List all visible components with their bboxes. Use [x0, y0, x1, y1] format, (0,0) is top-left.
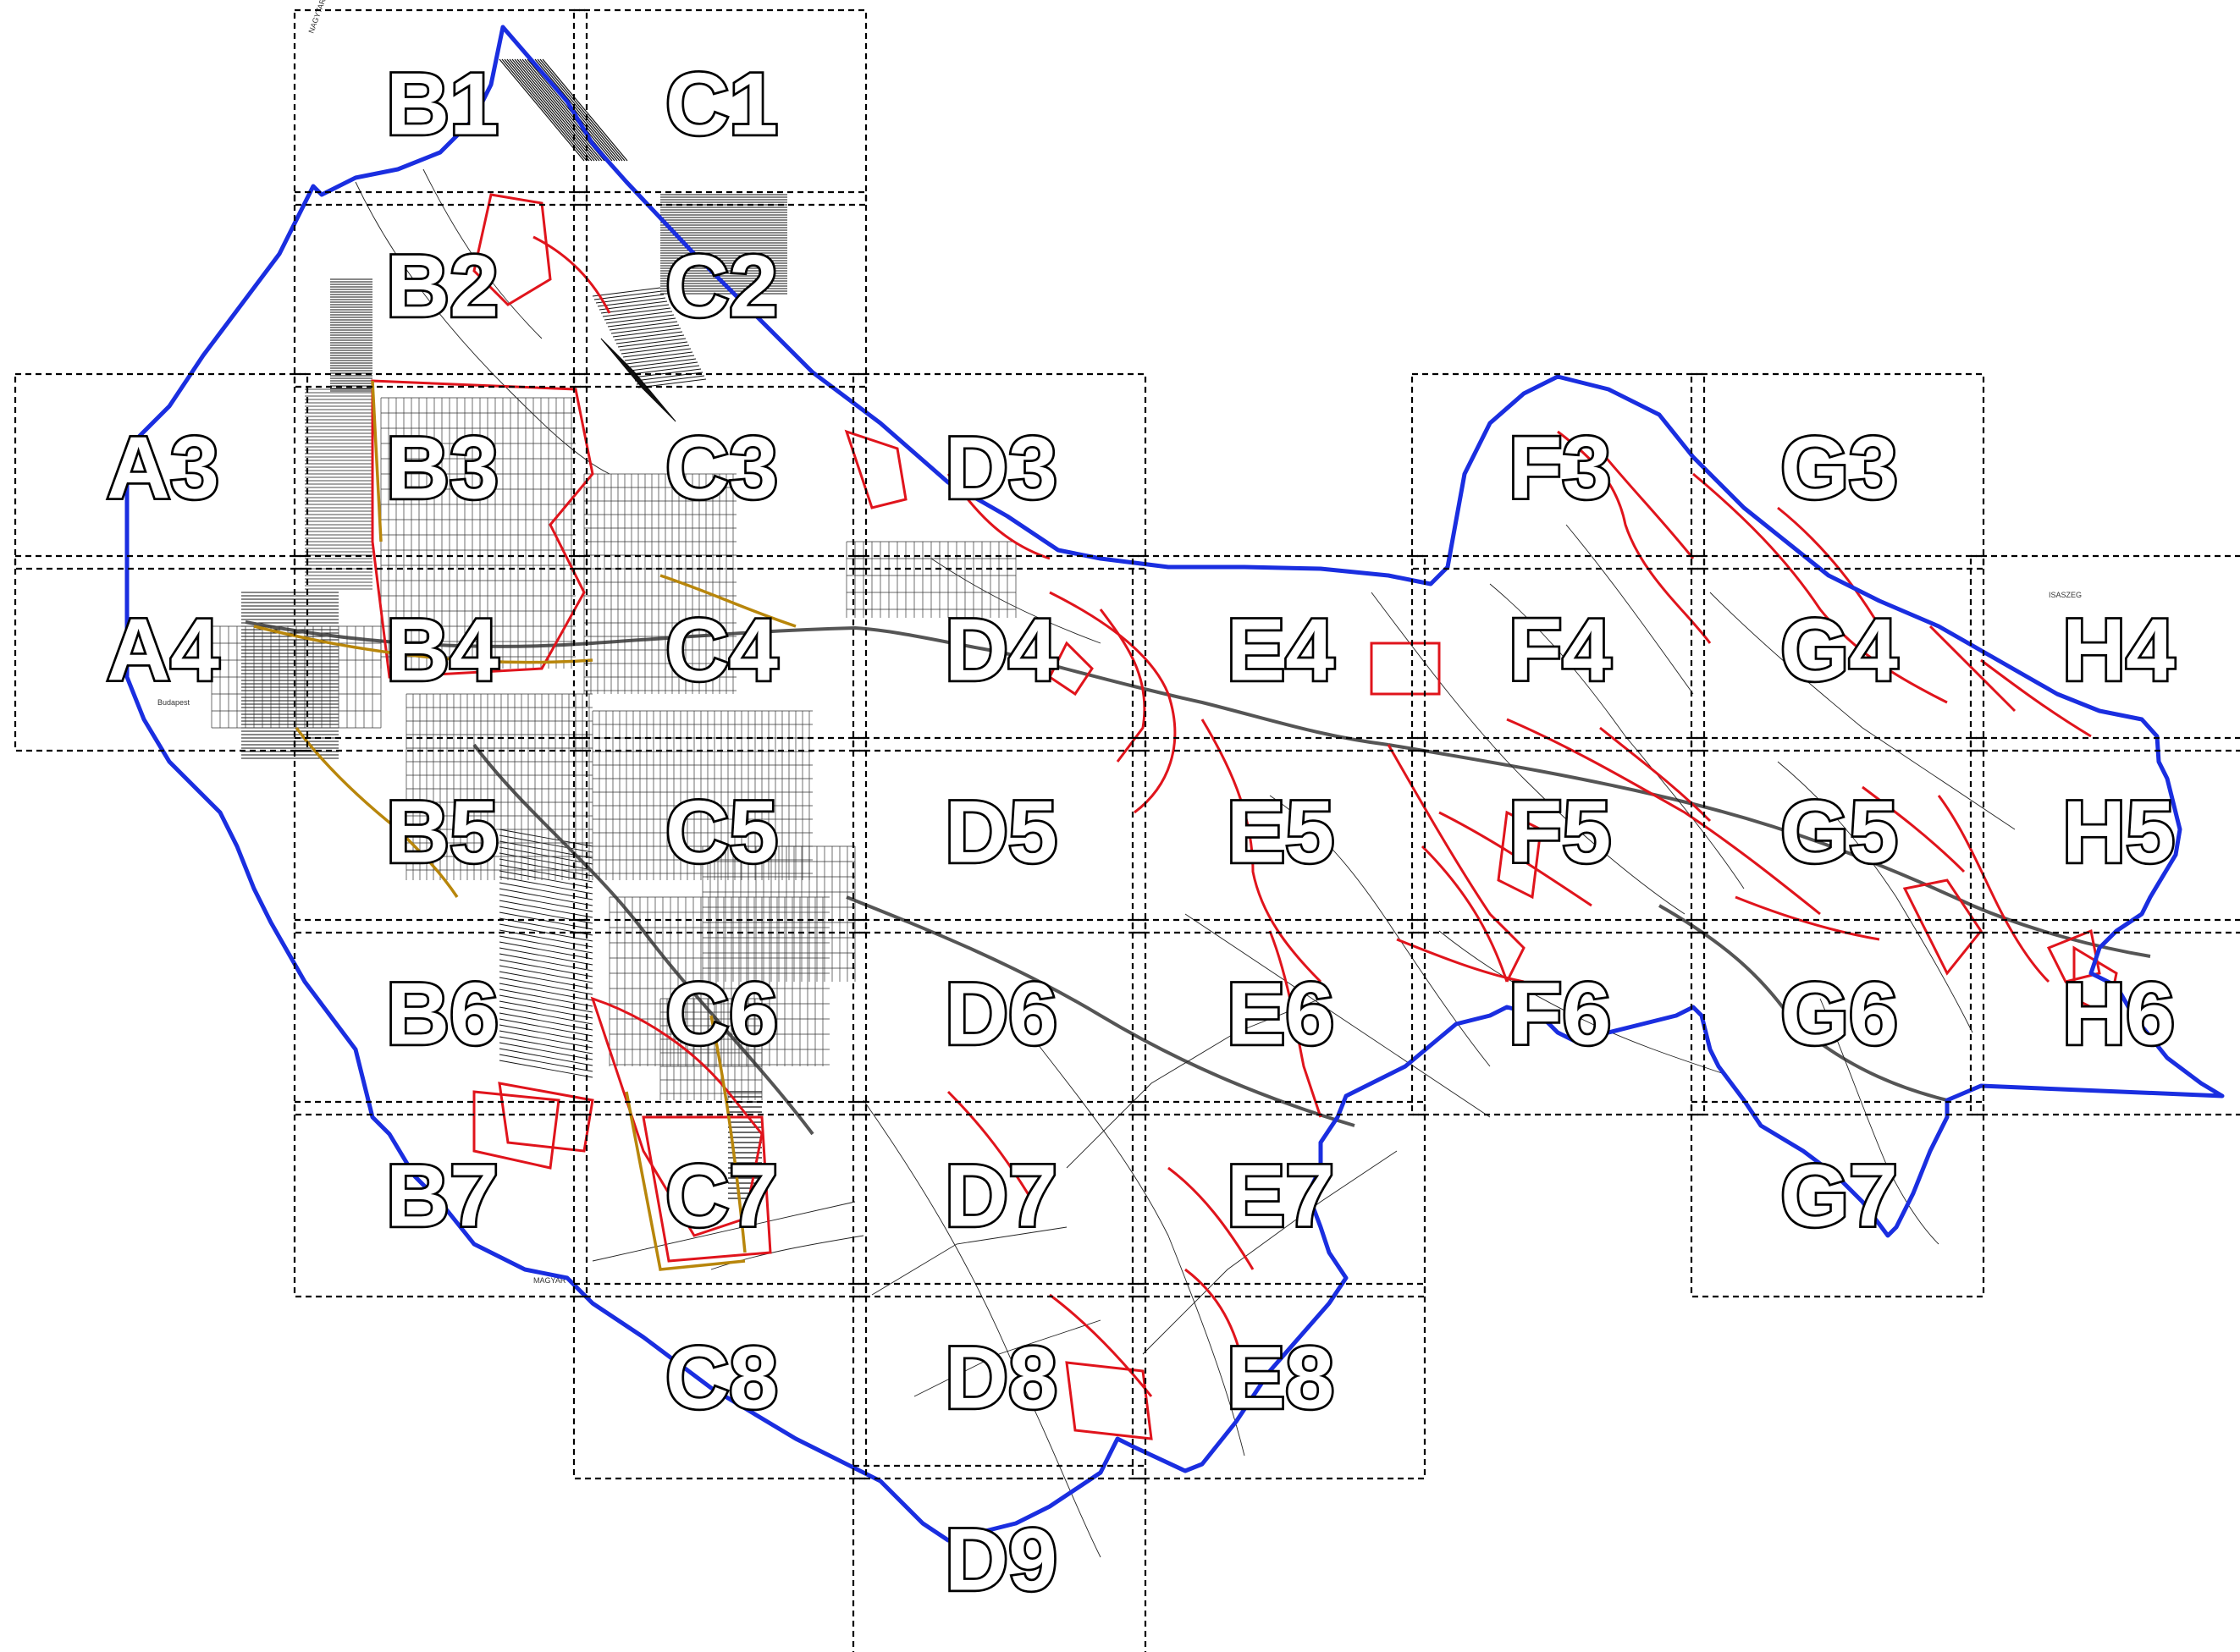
sheet-tile-h6[interactable]: [1969, 918, 2240, 1116]
sheet-label-c4: C4: [665, 601, 778, 699]
sheet-tile-b1[interactable]: [293, 8, 588, 206]
sheet-tile-b7[interactable]: [293, 1100, 588, 1298]
sheet-label-d4: D4: [945, 601, 1057, 699]
sheet-label-d8: D8: [945, 1329, 1057, 1427]
sheet-tile-g4[interactable]: [1690, 554, 1985, 752]
sheet-label-d3: D3: [945, 419, 1057, 517]
sheet-label-b2: B2: [386, 237, 499, 335]
sheet-label-g4: G4: [1780, 601, 1898, 699]
place-label-east: ISASZEG: [2049, 591, 2082, 599]
sheet-tile-e7[interactable]: [1131, 1100, 1426, 1298]
sheet-tile-d7[interactable]: [852, 1100, 1147, 1298]
sheet-tile-d3[interactable]: [852, 372, 1147, 570]
sheet-tile-c1[interactable]: [572, 8, 868, 206]
sheet-tile-c4[interactable]: [572, 554, 868, 752]
sheet-label-c2: C2: [665, 237, 778, 335]
sheet-label-h6: H6: [2062, 965, 2175, 1063]
urban-blocks: [211, 397, 1017, 1100]
sheet-tile-f6[interactable]: [1410, 918, 1706, 1116]
sheet-tile-d4[interactable]: [852, 554, 1147, 752]
cadastral-base: Budapest MAGYAR NAGYTARCSA ISASZEG: [157, 0, 2151, 1558]
sheet-label-f6: F6: [1509, 965, 1611, 1063]
sheet-tile-g5[interactable]: [1690, 736, 1985, 934]
sheet-label-d9: D9: [945, 1511, 1057, 1609]
sheet-tile-c7[interactable]: [572, 1100, 868, 1298]
sheet-label-b7: B7: [386, 1147, 499, 1245]
place-label-south: MAGYAR: [533, 1276, 566, 1285]
sheet-label-a4: A4: [107, 601, 219, 699]
sheet-label-c1: C1: [665, 55, 778, 153]
sheet-label-c8: C8: [665, 1329, 778, 1427]
sheet-tile-e6[interactable]: [1131, 918, 1426, 1116]
sheet-label-f4: F4: [1509, 601, 1612, 699]
municipal-boundary: [124, 25, 2225, 1543]
sheet-tile-c3[interactable]: [572, 372, 868, 570]
sheet-label-c5: C5: [665, 783, 778, 881]
sheet-tile-c2[interactable]: [572, 190, 868, 388]
sheet-label-g3: G3: [1780, 419, 1898, 517]
sheet-tile-b3[interactable]: [293, 372, 588, 570]
sheet-label-b5: B5: [386, 783, 499, 881]
sheet-label-e4: E4: [1227, 601, 1334, 699]
sheet-tile-a4[interactable]: [14, 554, 309, 752]
sheet-label-d5: D5: [945, 783, 1057, 881]
sheet-tile-b2[interactable]: [293, 190, 588, 388]
sheet-tile-b6[interactable]: [293, 918, 588, 1116]
sheet-tile-d9[interactable]: [852, 1464, 1147, 1652]
sheet-label-a3: A3: [107, 419, 219, 517]
sheet-tile-g3[interactable]: [1690, 372, 1985, 570]
sheet-tile-b4[interactable]: [293, 554, 588, 752]
sheet-label-b3: B3: [386, 419, 499, 517]
sheet-label-e7: E7: [1227, 1147, 1334, 1245]
sheet-tile-f4[interactable]: [1410, 554, 1706, 752]
sheet-tile-f5[interactable]: [1410, 736, 1706, 934]
sheet-label-c7: C7: [665, 1147, 778, 1245]
sheet-tile-c5[interactable]: [572, 736, 868, 934]
sheet-label-g6: G6: [1780, 965, 1898, 1063]
sheet-label-d7: D7: [945, 1147, 1057, 1245]
sheet-label-c6: C6: [665, 965, 778, 1063]
sheet-tile-e5[interactable]: [1131, 736, 1426, 934]
planning-zones: [253, 193, 2118, 1440]
sheet-tile-c8[interactable]: [572, 1282, 868, 1480]
sheet-label-d6: D6: [945, 965, 1057, 1063]
sheet-label-e6: E6: [1227, 965, 1334, 1063]
sheet-label-b6: B6: [386, 965, 499, 1063]
sheet-label-g5: G5: [1780, 783, 1898, 881]
sheet-label-g7: G7: [1780, 1147, 1898, 1245]
sheet-tile-g6[interactable]: [1690, 918, 1985, 1116]
sheet-tile-d6[interactable]: [852, 918, 1147, 1116]
sheet-label-c3: C3: [665, 419, 778, 517]
sheet-tile-e4[interactable]: [1131, 554, 1426, 752]
sheet-grid: [14, 8, 2240, 1652]
sheet-label-h4: H4: [2062, 601, 2175, 699]
sheet-tile-h4[interactable]: [1969, 554, 2240, 752]
sheet-labels: B1 C1 B2 C2 A3 B3 C3 D3 F3 G3 A4 B4 C4 D4 E4 F4 G4 H4 B5 C5…: [104, 53, 2177, 1612]
sheet-tile-h5[interactable]: [1969, 736, 2240, 934]
sheet-tile-e8[interactable]: [1131, 1282, 1426, 1480]
sheet-tile-g7[interactable]: [1690, 1100, 1985, 1298]
sheet-label-f5: F5: [1509, 783, 1611, 881]
sheet-label-h5: H5: [2062, 783, 2175, 881]
sheet-tile-d5[interactable]: [852, 736, 1147, 934]
sheet-tile-f3[interactable]: [1410, 372, 1706, 570]
sheet-label-f3: F3: [1509, 419, 1611, 517]
sheet-tile-a3[interactable]: [14, 372, 309, 570]
sheet-tile-d8[interactable]: [852, 1282, 1147, 1480]
place-label-west: Budapest: [157, 698, 190, 707]
sheet-tile-c6[interactable]: [572, 918, 868, 1116]
sheet-tile-b5[interactable]: [293, 736, 588, 934]
sheet-label-e5: E5: [1227, 783, 1334, 881]
sheet-label-b4: B4: [386, 601, 499, 699]
sheet-label-b1: B1: [386, 55, 499, 153]
sheet-label-e8: E8: [1227, 1329, 1334, 1427]
place-label-north: NAGYTARCSA: [306, 0, 332, 35]
